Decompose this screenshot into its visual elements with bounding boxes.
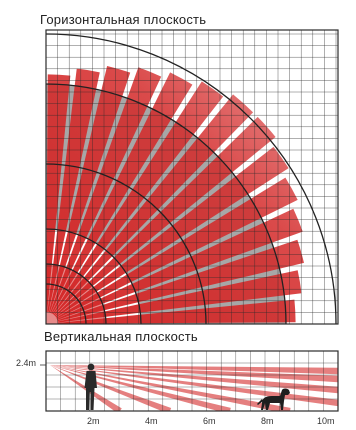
height-label: 2.4m	[16, 358, 37, 368]
vertical-detection-beam	[50, 365, 291, 411]
horizontal-coverage-diagram	[45, 29, 339, 325]
distance-label-8m: 8m	[261, 416, 274, 426]
vertical-detection-beam	[50, 365, 338, 394]
detection-beam	[51, 72, 193, 314]
distance-label-4m: 4m	[145, 416, 158, 426]
horizontal-plane-title: Горизонтальная плоскость	[40, 12, 207, 27]
vertical-detection-beam	[50, 365, 338, 407]
grid-lines	[46, 30, 338, 324]
range-ring	[46, 283, 87, 324]
detection-beam	[47, 68, 100, 313]
vertical-detection-beam	[50, 365, 338, 375]
detection-beam	[57, 299, 296, 324]
detection-beam	[55, 146, 289, 318]
range-ring	[46, 228, 142, 324]
detection-beam	[56, 177, 298, 319]
detection-beam	[52, 81, 224, 315]
vertical-detection-beam	[50, 365, 231, 411]
dog-silhouette-icon	[257, 388, 290, 410]
vertical-grid-lines	[46, 351, 338, 411]
vertical-plane-title: Вертикальная плоскость	[44, 329, 198, 344]
range-ring	[46, 83, 287, 324]
range-ring	[46, 33, 337, 324]
vertical-frame	[45, 350, 339, 412]
detection-beam	[56, 208, 303, 320]
near-field-zone	[46, 264, 106, 324]
range-ring	[46, 163, 207, 324]
detection-beam	[50, 67, 162, 314]
vertical-detection-beam	[50, 365, 122, 411]
distance-label-10m: 10m	[317, 416, 335, 426]
detection-beam	[57, 270, 302, 323]
vertical-detection-beams	[50, 365, 338, 411]
person-silhouette-icon	[84, 363, 97, 410]
vertical-detection-beam	[50, 365, 338, 383]
distance-label-6m: 6m	[203, 416, 216, 426]
range-rings	[46, 33, 337, 324]
horizontal-frame	[45, 29, 339, 325]
vertical-detection-beam	[50, 365, 172, 411]
range-ring	[46, 263, 107, 324]
detection-beam	[46, 74, 71, 313]
distance-label-2m: 2m	[87, 416, 100, 426]
